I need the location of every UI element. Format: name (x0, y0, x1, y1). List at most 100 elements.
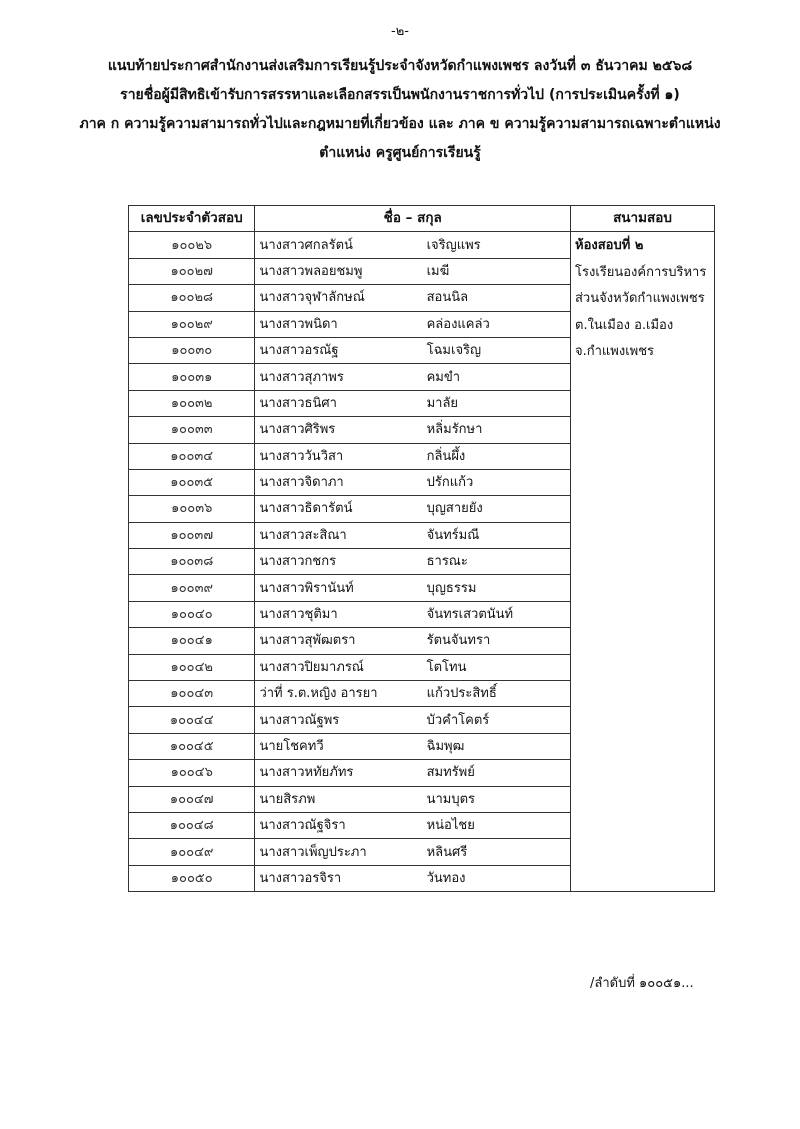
first-name: นางสาวศกลรัตน์ (254, 231, 423, 259)
last-name: สอนนิล (422, 284, 571, 312)
venue-line: ห้องสอบที่ ๒ (575, 238, 644, 254)
exam-id: ๑๐๐๓๓ (127, 416, 256, 444)
table-row: ๑๐๐๔๔ นางสาวณัฐพร บัวคำโคตร์ (127, 706, 715, 734)
exam-id: ๑๐๐๒๗ (127, 257, 256, 286)
table-row: ๑๐๐๓๕ นางสาวจิดาภา ปรักแก้ว (127, 468, 715, 497)
table-row: ๑๐๐๓๖ นางสาวธิดารัตน์ บุญสายยัง (127, 495, 715, 523)
exam-id: ๑๐๐๓๒ (127, 389, 256, 418)
exam-id: ๑๐๐๓๙ (127, 574, 256, 602)
last-name: บัวคำโคตร์ (422, 706, 571, 734)
last-name: จันทร์มณี (422, 521, 571, 550)
first-name: นางสาวพิรานันท์ (254, 574, 423, 602)
last-name: สมทรัพย์ (422, 759, 571, 787)
table-row: ๑๐๐๔๖ นางสาวหทัยภัทร สมทรัพย์ (127, 759, 715, 787)
first-name: นางสาวชุติมา (254, 600, 423, 629)
venue-line: จ.กำแพงเพชร (575, 343, 655, 359)
candidate-table: เลขประจำตัวสอบ ชื่อ – สกุล สนามสอบ ๑๐๐๒๖… (127, 204, 715, 893)
exam-id: ๑๐๐๔๒ (127, 653, 256, 682)
table-row: ๑๐๐๔๘ นางสาวณัฐจิรา หน่อไชย (127, 811, 715, 840)
first-name: นางสาวณัฐพร (254, 706, 423, 734)
header-line-4: ตำแหน่ง ครูศูนย์การเรียนรู้ (319, 145, 481, 161)
venue-line: ต.ในเมือง อ.เมือง (575, 317, 674, 333)
first-name: นางสาวจิดาภา (254, 468, 423, 497)
table-row: ๑๐๐๔๙ นางสาวเพ็ญประภา หลินศรี (127, 838, 715, 866)
first-name: นางสาววันวิสา (254, 442, 423, 470)
last-name: นามบุตร (422, 785, 571, 813)
last-name: มาลัย (422, 389, 571, 418)
table-row: ๑๐๐๒๙ นางสาวพนิดา คล่องแคล่ว (127, 310, 715, 338)
table-row: ๑๐๐๔๐ นางสาวชุติมา จันทรเสวตนันท์ (127, 600, 715, 629)
exam-id: ๑๐๐๓๐ (127, 336, 256, 365)
first-name: นางสาวธนิศา (254, 389, 423, 418)
page-number: -๒- (391, 24, 409, 39)
last-name: เจริญแพร (422, 231, 571, 259)
exam-id: ๑๐๐๔๗ (127, 785, 256, 813)
last-name: คมขำ (422, 363, 571, 391)
column-header-id: เลขประจำตัวสอบ (127, 204, 256, 233)
first-name: นางสาวอรจิรา (254, 864, 423, 893)
last-name: เมฆี (422, 257, 571, 286)
table-row: ๑๐๐๕๐ นางสาวอรจิรา วันทอง (127, 864, 715, 893)
first-name: นางสาวพนิดา (254, 310, 423, 338)
last-name: ธารณะ (422, 548, 571, 576)
last-name: หน่อไชย (422, 811, 571, 840)
exam-id: ๑๐๐๔๕ (127, 732, 256, 761)
exam-id: ๑๐๐๓๔ (127, 442, 256, 470)
first-name: นางสาวเพ็ญประภา (254, 838, 423, 866)
first-name: นางสาวปิยมาภรณ์ (254, 653, 423, 682)
table-row: ๑๐๐๔๑ นางสาวสุพัฒตรา รัตนจันทรา (127, 627, 715, 655)
last-name: โฉมเจริญ (422, 336, 571, 365)
first-name: ว่าที่ ร.ต.หญิง อารยา (254, 680, 423, 708)
first-name: นายโชคทวี (254, 732, 423, 761)
first-name: นางสาวศิริพร (254, 416, 423, 444)
first-name: นายสิรภพ (254, 785, 423, 813)
column-header-name: ชื่อ – สกุล (254, 204, 571, 233)
last-name: โตโทน (422, 653, 571, 682)
table-row: ๑๐๐๒๖ นางสาวศกลรัตน์ เจริญแพร ห้องสอบที่ … (127, 231, 715, 893)
header-line-2: รายชื่อผู้มีสิทธิเข้ารับการสรรหาและเลือก… (120, 87, 680, 103)
last-name: แก้วประสิทธิ์ (422, 680, 571, 708)
exam-id: ๑๐๐๔๔ (127, 706, 256, 734)
first-name: นางสาวกชกร (254, 548, 423, 576)
exam-id: ๑๐๐๔๓ (127, 680, 256, 708)
venue-line: ส่วนจังหวัดกำแพงเพชร (575, 291, 705, 307)
exam-id: ๑๐๐๒๖ (127, 231, 256, 259)
first-name: นางสาวหทัยภัทร (254, 759, 423, 787)
first-name: นางสาวสะสิณา (254, 521, 423, 550)
exam-id: ๑๐๐๔๘ (127, 811, 256, 840)
last-name: คล่องแคล่ว (422, 310, 571, 338)
header-line-1: แนบท้ายประกาศสำนักงานส่งเสริมการเรียนรู้… (107, 58, 693, 74)
continuation-note: /ลำดับที่ ๑๐๐๕๑... (590, 976, 694, 991)
exam-id: ๑๐๐๔๖ (127, 759, 256, 787)
last-name: รัตนจันทรา (422, 627, 571, 655)
first-name: นางสาวจุฬาลักษณ์ (254, 284, 423, 312)
exam-id: ๑๐๐๓๕ (127, 468, 256, 497)
first-name: นางสาวพลอยชมพู (254, 257, 423, 286)
last-name: ปรักแก้ว (422, 468, 571, 497)
exam-venue: ห้องสอบที่ ๒โรงเรียนองค์การบริหาร ส่วนจัง… (570, 231, 715, 893)
header-line-3: ภาค ก ความรู้ความสามารถทั่วไปและกฎหมายที… (79, 116, 721, 132)
last-name: บุญสายยัง (422, 495, 571, 523)
exam-id: ๑๐๐๓๘ (127, 548, 256, 576)
last-name: ฉิมพุฒ (422, 732, 571, 761)
last-name: หลิ่มรักษา (422, 416, 571, 444)
table-row: ๑๐๐๒๘ นางสาวจุฬาลักษณ์ สอนนิล (127, 284, 715, 312)
table-row: ๑๐๐๔๕ นายโชคทวี ฉิมพุฒ (127, 732, 715, 761)
exam-id: ๑๐๐๒๘ (127, 284, 256, 312)
exam-id: ๑๐๐๓๖ (127, 495, 256, 523)
exam-id: ๑๐๐๓๗ (127, 521, 256, 550)
exam-id: ๑๐๐๔๑ (127, 627, 256, 655)
first-name: นางสาวสุพัฒตรา (254, 627, 423, 655)
table-row: ๑๐๐๓๐ นางสาวอรณัฐ โฉมเจริญ (127, 336, 715, 365)
last-name: หลินศรี (422, 838, 571, 866)
exam-id: ๑๐๐๒๙ (127, 310, 256, 338)
last-name: บุญธรรม (422, 574, 571, 602)
exam-id: ๑๐๐๔๙ (127, 838, 256, 866)
table-row: ๑๐๐๔๒ นางสาวปิยมาภรณ์ โตโทน (127, 653, 715, 682)
first-name: นางสาวธิดารัตน์ (254, 495, 423, 523)
last-name: กลิ่นผึ้ง (422, 442, 571, 470)
table-row: ๑๐๐๓๓ นางสาวศิริพร หลิ่มรักษา (127, 416, 715, 444)
column-header-venue: สนามสอบ (570, 204, 715, 233)
table-row: ๑๐๐๔๗ นายสิรภพ นามบุตร (127, 785, 715, 813)
